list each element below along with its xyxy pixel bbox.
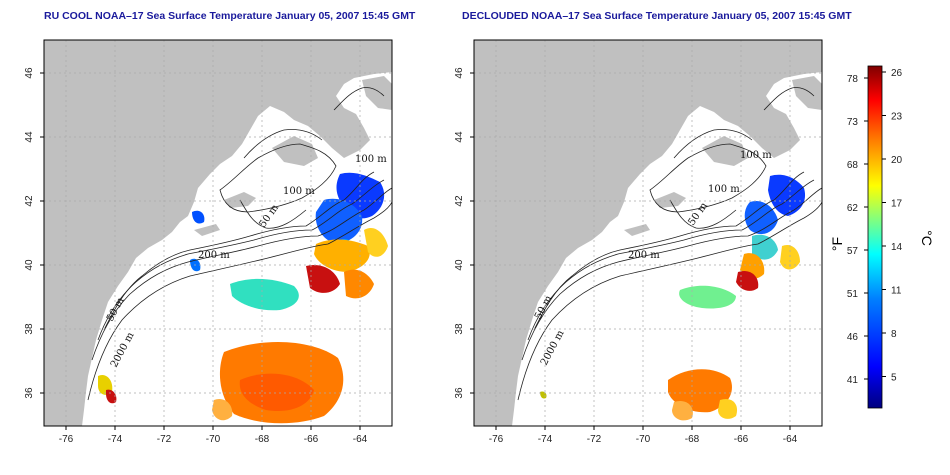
contour-label: 200 m [198,250,230,261]
lat-tick-label: 36 [24,387,35,399]
celsius-label: °C [919,230,935,246]
contour-label: 100 m [708,184,740,195]
celsius-tick-label: 26 [891,68,903,79]
lon-tick-label: -68 [685,434,700,445]
lat-axis-left: 36 38 40 42 44 46 [24,67,44,399]
contour-label: 100 m [355,154,387,165]
lon-tick-label: -64 [353,434,368,445]
lat-lon-grid [44,40,392,426]
lat-tick-label: 36 [454,387,465,399]
lon-tick-label: -66 [304,434,319,445]
fahrenheit-tick-label: 73 [847,117,859,128]
contour-label: 100 m [283,186,315,197]
fahrenheit-tick-label: 57 [847,246,859,257]
lat-tick-label: 44 [24,131,35,143]
map-panel-left: 100 m 100 m 50 m 200 m 50 m 2000 m -76 -7… [24,39,393,445]
lat-tick-label: 40 [454,259,465,271]
lon-tick-label: -70 [206,434,221,445]
lat-tick-label: 38 [454,323,465,335]
lat-tick-label: 42 [454,195,465,207]
fahrenheit-tick-label: 51 [847,289,859,300]
lat-lon-grid [474,40,822,426]
lon-axis-right: -76 -74 -72 -70 -68 -66 -64 [489,426,798,445]
celsius-tick-label: 8 [891,329,897,340]
celsius-tick-label: 20 [891,155,903,166]
lon-tick-label: -72 [157,434,172,445]
colorbar-gradient [867,65,883,409]
lon-tick-label: -68 [255,434,270,445]
celsius-tick-label: 5 [891,373,897,384]
fahrenheit-tick-label: 78 [847,74,859,85]
fahrenheit-label: °F [829,237,845,251]
lat-tick-label: 46 [24,67,35,79]
contour-label: 200 m [628,250,660,261]
lat-tick-label: 38 [24,323,35,335]
lon-tick-label: -74 [538,434,553,445]
lon-tick-label: -64 [783,434,798,445]
map-panel-right: 100 m 100 m 50 m 200 m 50 m 2000 m -76 -7… [454,39,823,445]
fahrenheit-tick-label: 62 [847,203,859,214]
colorbar-fahrenheit-ticks: 78 73 68 62 57 51 46 41 [847,74,868,386]
lon-tick-label: -70 [636,434,651,445]
colorbar: 78 73 68 62 57 51 46 41 26 23 20 17 14 11 8 5 °F °C [829,65,935,409]
lat-tick-label: 46 [454,67,465,79]
lat-tick-label: 40 [24,259,35,271]
fahrenheit-tick-label: 41 [847,375,859,386]
contour-label: 100 m [740,150,772,161]
lon-tick-label: -66 [734,434,749,445]
celsius-tick-label: 17 [891,199,903,210]
fahrenheit-tick-label: 68 [847,160,859,171]
lon-tick-label: -76 [489,434,504,445]
lon-axis-left: -76 -74 -72 -70 -68 -66 -64 [59,426,368,445]
celsius-tick-label: 23 [891,112,903,123]
lat-axis-right: 36 38 40 42 44 46 [454,67,474,399]
colorbar-celsius-ticks: 26 23 20 17 14 11 8 5 [882,68,903,384]
lat-tick-label: 42 [24,195,35,207]
lon-tick-label: -72 [587,434,602,445]
lon-tick-label: -76 [59,434,74,445]
panel-title-right: DECLOUDED NOAA–17 Sea Surface Temperatur… [462,10,852,22]
lon-tick-label: -74 [108,434,123,445]
panel-title-left: RU COOL NOAA–17 Sea Surface Temperature … [44,10,416,22]
fahrenheit-tick-label: 46 [847,332,859,343]
celsius-tick-label: 14 [891,242,903,253]
lat-tick-label: 44 [454,131,465,143]
celsius-tick-label: 11 [891,286,902,297]
